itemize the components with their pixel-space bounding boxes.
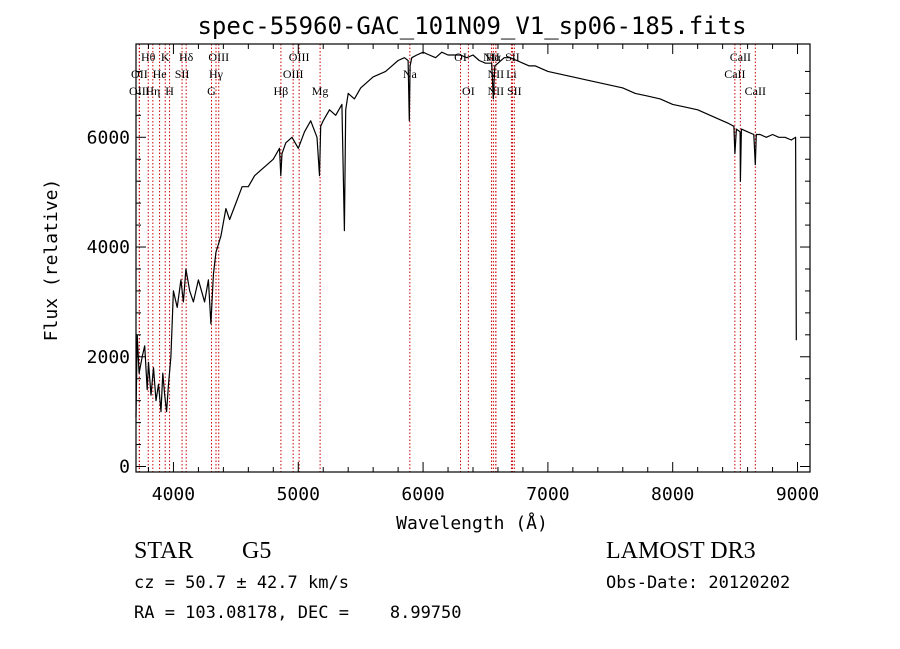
spectral-line-label: H bbox=[165, 84, 174, 98]
spectral-line-label: K bbox=[161, 50, 170, 64]
spectral-line-label: Hθ bbox=[141, 50, 156, 64]
y-tick-label: 2000 bbox=[87, 347, 130, 368]
spectral-line-label: Hβ bbox=[274, 84, 289, 98]
spectral-line-label: SII bbox=[175, 67, 190, 81]
spectral-line-label: Li bbox=[506, 67, 517, 81]
coordinates-readout: RA = 103.08178, DEC = 8.99750 bbox=[134, 603, 462, 623]
x-tick-label: 9000 bbox=[776, 484, 819, 505]
spectral-line-label: NII bbox=[483, 50, 500, 64]
spectral-line-label: OIII bbox=[129, 84, 150, 98]
spectral-line-label: Hγ bbox=[209, 67, 224, 81]
spectral-subclass: G5 bbox=[242, 538, 272, 564]
spectral-line-markers bbox=[138, 44, 756, 472]
spectral-line-label: CaII bbox=[724, 67, 745, 81]
spectral-line-label: OII bbox=[131, 67, 148, 81]
plot-area bbox=[135, 51, 797, 418]
plot-frame bbox=[135, 43, 811, 473]
y-tick-label: 4000 bbox=[87, 237, 130, 258]
y-axis-label: Flux (relative) bbox=[41, 179, 62, 342]
spectral-line-label: OIII bbox=[289, 50, 310, 64]
spectral-line-label: CaII bbox=[730, 50, 751, 64]
y-tick-label: 6000 bbox=[87, 127, 130, 148]
spectral-line-label: CaII bbox=[745, 84, 766, 98]
x-axis-label: Wavelength (Å) bbox=[396, 512, 548, 534]
spectral-line-label: NII bbox=[488, 67, 505, 81]
spectral-line-label: OI bbox=[454, 50, 467, 64]
spectral-line-label: Hδ bbox=[179, 50, 194, 64]
survey-name: LAMOST DR3 bbox=[606, 538, 756, 564]
x-tick-label: 5000 bbox=[277, 484, 320, 505]
spectral-line-label: Hα bbox=[486, 50, 502, 64]
spectral-line-label: OIII bbox=[208, 50, 229, 64]
object-class: STAR bbox=[134, 538, 194, 564]
spectral-line-label: SII bbox=[505, 50, 520, 64]
redshift-readout: cz = 50.7 ± 42.7 km/s bbox=[134, 573, 349, 593]
spectral-line-label: OIII bbox=[283, 67, 304, 81]
spectral-line-label: He bbox=[153, 67, 167, 81]
chart-title: spec-55960-GAC_101N09_V1_sp06-185.fits bbox=[197, 12, 746, 40]
x-tick-label: 8000 bbox=[651, 484, 694, 505]
spectral-line-label: NII bbox=[488, 84, 505, 98]
axes: 4000 5000 6000 7000 8000 9000 0 2000 4000 6000 bbox=[87, 43, 819, 505]
spectral-line-label: Mg bbox=[312, 84, 329, 98]
obs-date-readout: Obs-Date: 20120202 bbox=[606, 573, 791, 593]
x-tick-label: 4000 bbox=[152, 484, 195, 505]
spectral-line-label: SII bbox=[507, 84, 522, 98]
x-tick-label: 7000 bbox=[526, 484, 569, 505]
y-tick-label: 0 bbox=[119, 457, 130, 478]
x-tick-label: 6000 bbox=[401, 484, 444, 505]
spectral-line-label: Hη bbox=[145, 84, 160, 98]
spectral-line-label: G bbox=[207, 84, 216, 98]
spectrum-series-flux bbox=[135, 51, 797, 418]
spectral-line-label: OI bbox=[462, 84, 475, 98]
